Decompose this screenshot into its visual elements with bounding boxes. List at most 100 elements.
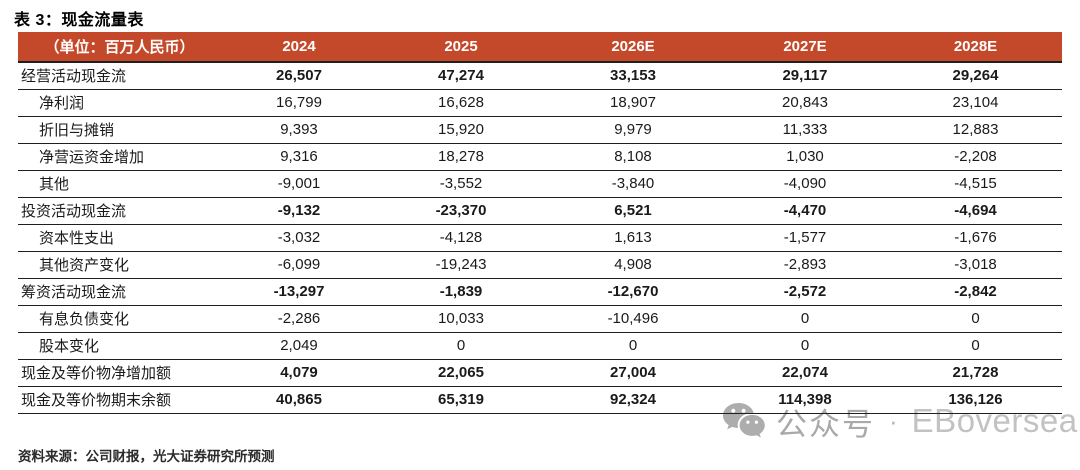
table-row: 经营活动现金流 26,507 47,274 33,153 29,117 29,264 xyxy=(18,62,1062,90)
cell-value: 29,264 xyxy=(889,62,1062,90)
source-note: 资料来源：公司财报，光大证券研究所预测 xyxy=(18,449,275,464)
row-label: 折旧与摊销 xyxy=(18,116,221,144)
cell-value: 40,865 xyxy=(221,386,377,414)
cell-value: 47,274 xyxy=(377,62,545,90)
cell-value: 21,728 xyxy=(889,359,1062,387)
cell-value: 27,004 xyxy=(545,359,721,387)
row-label: 有息负债变化 xyxy=(18,305,221,333)
table-row: 其他资产变化 -6,099 -19,243 4,908 -2,893 -3,018 xyxy=(18,251,1062,279)
cell-value: 22,065 xyxy=(377,359,545,387)
cell-value: -2,842 xyxy=(889,278,1062,306)
cell-value: 15,920 xyxy=(377,116,545,144)
table-header-row: （单位：百万人民币） 2024 2025 2026E 2027E 2028E xyxy=(18,32,1062,63)
cell-value: -13,297 xyxy=(221,278,377,306)
cell-value: 9,393 xyxy=(221,116,377,144)
row-label: 净营运资金增加 xyxy=(18,143,221,171)
column-header-2028e: 2028E xyxy=(889,32,1062,63)
table-row: 有息负债变化 -2,286 10,033 -10,496 0 0 xyxy=(18,305,1062,333)
cell-value: -19,243 xyxy=(377,251,545,279)
table-row: 净利润 16,799 16,628 18,907 20,843 23,104 xyxy=(18,89,1062,117)
cell-value: -1,676 xyxy=(889,224,1062,252)
unit-label: （单位：百万人民币） xyxy=(18,32,221,63)
cell-value: 9,979 xyxy=(545,116,721,144)
cell-value: -4,128 xyxy=(377,224,545,252)
cell-value: 0 xyxy=(889,332,1062,360)
cell-value: -10,496 xyxy=(545,305,721,333)
cell-value: 6,521 xyxy=(545,197,721,225)
cell-value: 11,333 xyxy=(721,116,889,144)
cell-value: 10,033 xyxy=(377,305,545,333)
row-label: 其他 xyxy=(18,170,221,198)
row-label: 投资活动现金流 xyxy=(18,197,221,225)
cell-value: -2,208 xyxy=(889,143,1062,171)
row-label: 筹资活动现金流 xyxy=(18,278,221,306)
cell-value: 92,324 xyxy=(545,386,721,414)
row-label: 其他资产变化 xyxy=(18,251,221,279)
cell-value: -3,840 xyxy=(545,170,721,198)
column-header-2027e: 2027E xyxy=(721,32,889,63)
cell-value: -2,893 xyxy=(721,251,889,279)
column-header-2025: 2025 xyxy=(377,32,545,63)
cell-value: -1,577 xyxy=(721,224,889,252)
cell-value: 20,843 xyxy=(721,89,889,117)
cell-value: 0 xyxy=(889,305,1062,333)
cell-value: -1,839 xyxy=(377,278,545,306)
cell-value: -4,694 xyxy=(889,197,1062,225)
cell-value: 136,126 xyxy=(889,386,1062,414)
row-label: 净利润 xyxy=(18,89,221,117)
cell-value: -4,470 xyxy=(721,197,889,225)
cell-value: 9,316 xyxy=(221,143,377,171)
cell-value: -6,099 xyxy=(221,251,377,279)
cell-value: -2,286 xyxy=(221,305,377,333)
cell-value: 0 xyxy=(377,332,545,360)
watermark-separator: · xyxy=(889,405,898,436)
cell-value: 0 xyxy=(721,305,889,333)
cell-value: 0 xyxy=(545,332,721,360)
table-row: 折旧与摊销 9,393 15,920 9,979 11,333 12,883 xyxy=(18,116,1062,144)
table-row: 股本变化 2,049 0 0 0 0 xyxy=(18,332,1062,360)
row-label: 股本变化 xyxy=(18,332,221,360)
cell-value: -2,572 xyxy=(721,278,889,306)
cell-value: 18,907 xyxy=(545,89,721,117)
cell-value: -3,552 xyxy=(377,170,545,198)
table-row: 投资活动现金流 -9,132 -23,370 6,521 -4,470 -4,694 xyxy=(18,197,1062,225)
cell-value: 16,628 xyxy=(377,89,545,117)
cell-value: 26,507 xyxy=(221,62,377,90)
cell-value: -4,090 xyxy=(721,170,889,198)
cell-value: 23,104 xyxy=(889,89,1062,117)
cell-value: 12,883 xyxy=(889,116,1062,144)
cell-value: 8,108 xyxy=(545,143,721,171)
table-row: 现金及等价物净增加额 4,079 22,065 27,004 22,074 21,728 xyxy=(18,359,1062,387)
table-row: 其他 -9,001 -3,552 -3,840 -4,090 -4,515 xyxy=(18,170,1062,198)
cell-value: 22,074 xyxy=(721,359,889,387)
cell-value: 16,799 xyxy=(221,89,377,117)
cell-value: -23,370 xyxy=(377,197,545,225)
cell-value: 4,079 xyxy=(221,359,377,387)
cell-value: -4,515 xyxy=(889,170,1062,198)
cell-value: -12,670 xyxy=(545,278,721,306)
row-label: 现金及等价物期末余额 xyxy=(18,386,221,414)
cell-value: 33,153 xyxy=(545,62,721,90)
table-row: 筹资活动现金流 -13,297 -1,839 -12,670 -2,572 -2,842 xyxy=(18,278,1062,306)
cell-value: 1,030 xyxy=(721,143,889,171)
row-label: 经营活动现金流 xyxy=(18,62,221,90)
row-label: 资本性支出 xyxy=(18,224,221,252)
cell-value: 65,319 xyxy=(377,386,545,414)
cell-value: 29,117 xyxy=(721,62,889,90)
table-row: 净营运资金增加 9,316 18,278 8,108 1,030 -2,208 xyxy=(18,143,1062,171)
cell-value: -3,018 xyxy=(889,251,1062,279)
cell-value: 114,398 xyxy=(721,386,889,414)
row-label: 现金及等价物净增加额 xyxy=(18,359,221,387)
cell-value: -3,032 xyxy=(221,224,377,252)
cell-value: 18,278 xyxy=(377,143,545,171)
cell-value: -9,132 xyxy=(221,197,377,225)
page-title: 表 3：现金流量表 xyxy=(14,12,144,29)
cell-value: 1,613 xyxy=(545,224,721,252)
column-header-2026e: 2026E xyxy=(545,32,721,63)
cell-value: 2,049 xyxy=(221,332,377,360)
cell-value: 4,908 xyxy=(545,251,721,279)
table-row: 现金及等价物期末余额 40,865 65,319 92,324 114,398 136,1… xyxy=(18,386,1062,414)
column-header-2024: 2024 xyxy=(221,32,377,63)
cell-value: 0 xyxy=(721,332,889,360)
cell-value: -9,001 xyxy=(221,170,377,198)
